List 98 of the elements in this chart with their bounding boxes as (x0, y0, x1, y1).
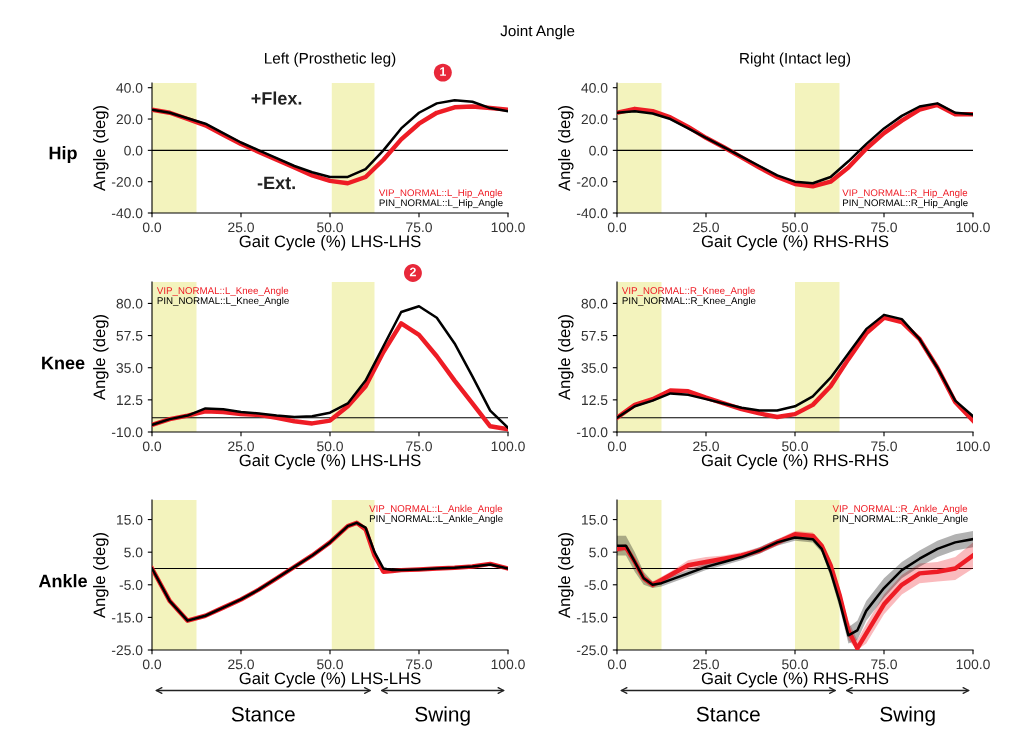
text: VIP_NORMAL::R_Ankle_Angle (832, 504, 968, 514)
y-tick-label: 80.0 (116, 298, 143, 309)
x-tick-label: 0.0 (142, 659, 162, 670)
text: Hip (49, 146, 77, 163)
y-tick-label: -10.0 (111, 427, 143, 438)
text: PIN_NORMAL::L_Hip_Angle (379, 199, 503, 209)
series-label: VIP_NORMAL::L_Ankle_Angle (369, 504, 503, 514)
x-tick-label: 100.0 (491, 222, 525, 233)
text: VIP_NORMAL::R_Knee_Angle (621, 286, 755, 296)
series-label: PIN_NORMAL::R_Ankle_Angle (833, 514, 968, 524)
x-tick-label: 25.0 (693, 441, 719, 452)
text: Ankle (38, 574, 87, 588)
text: 1 (440, 67, 446, 76)
y-axis-title: Angle (deg) (558, 105, 574, 192)
y-axis-title: Angle (deg) (558, 532, 574, 619)
x-axis-title: Gait Cycle (%) RHS-RHS (701, 671, 889, 688)
y-tick-label: 35.0 (116, 363, 143, 373)
annotation: -Ext. (257, 176, 295, 190)
x-tick-label: 25.0 (228, 441, 254, 452)
y-tick-label: 80.0 (581, 298, 608, 309)
x-tick-label: 0.0 (142, 222, 162, 233)
x-axis-title: Gait Cycle (%) LHS-LHS (239, 453, 421, 470)
series-label: VIP_NORMAL::L_Hip_Angle (378, 189, 503, 199)
text: Swing (415, 706, 470, 726)
text: Swing (880, 706, 935, 726)
text: Joint Angle (500, 25, 575, 40)
x-tick-label: 75.0 (406, 659, 432, 670)
y-tick-label: 57.5 (581, 331, 608, 341)
y-tick-label: -15.0 (576, 612, 608, 623)
x-tick-label: 100.0 (491, 441, 525, 452)
annotation: +Flex. (251, 91, 302, 105)
text: Knee (42, 356, 85, 370)
y-tick-label: 15.0 (117, 514, 143, 525)
x-tick-label: 100.0 (956, 441, 990, 452)
y-tick-label: -40.0 (111, 208, 143, 219)
x-tick-label: 75.0 (406, 441, 432, 452)
x-tick-label: 0.0 (607, 659, 627, 670)
y-axis-title: Angle (deg) (93, 532, 109, 619)
series-label: VIP_NORMAL::R_Hip_Angle (842, 189, 968, 199)
x-tick-label: 25.0 (693, 222, 719, 233)
text: Stance (231, 706, 295, 722)
y-tick-label: -5.0 (119, 580, 143, 590)
y-tick-label: 5.0 (589, 547, 608, 558)
text: VIP_NORMAL::L_Knee_Angle (156, 286, 289, 296)
y-tick-label: -5.0 (584, 580, 608, 590)
x-tick-label: 50.0 (782, 222, 808, 233)
x-tick-label: 25.0 (228, 659, 254, 670)
y-tick-label: 12.5 (117, 395, 143, 406)
y-tick-label: 15.0 (582, 514, 608, 525)
x-tick-label: 0.0 (607, 222, 627, 233)
y-tick-label: 0.0 (589, 145, 608, 156)
y-tick-label: -25.0 (576, 645, 608, 656)
x-tick-label: 100.0 (491, 659, 525, 670)
y-tick-label: 57.5 (116, 331, 143, 341)
text: PIN_NORMAL::R_Knee_Angle (622, 296, 756, 306)
x-tick-label: 50.0 (317, 222, 343, 233)
x-tick-label: 50.0 (317, 441, 343, 452)
x-tick-label: 25.0 (228, 222, 254, 233)
x-axis-title: Gait Cycle (%) RHS-RHS (701, 234, 889, 251)
y-tick-label: 12.5 (582, 395, 608, 406)
x-tick-label: 75.0 (871, 441, 897, 452)
y-tick-label: 40.0 (581, 83, 608, 93)
x-tick-label: 50.0 (317, 659, 343, 670)
y-tick-label: -10.0 (576, 427, 608, 438)
x-axis-title: Gait Cycle (%) LHS-LHS (239, 234, 421, 251)
y-axis-title: Angle (deg) (93, 105, 109, 192)
x-tick-label: 100.0 (956, 659, 990, 670)
y-tick-label: 5.0 (124, 547, 143, 558)
y-tick-label: 35.0 (581, 363, 608, 373)
chart-title: Right (Intact leg) (740, 52, 851, 67)
y-tick-label: -20.0 (576, 177, 608, 187)
chart-title: Left (Prosthetic leg) (265, 52, 396, 67)
x-tick-label: 50.0 (782, 441, 808, 452)
text: 2 (409, 267, 416, 277)
x-tick-label: 75.0 (871, 659, 897, 670)
x-axis-title: Gait Cycle (%) RHS-RHS (701, 453, 889, 470)
y-tick-label: 40.0 (116, 83, 143, 93)
x-tick-label: 50.0 (782, 659, 808, 670)
x-tick-label: 25.0 (693, 659, 719, 670)
y-axis-title: Angle (deg) (558, 314, 574, 401)
y-axis-title: Angle (deg) (93, 314, 109, 401)
y-tick-label: -15.0 (111, 612, 143, 623)
x-tick-label: 0.0 (607, 441, 627, 452)
text: PIN_NORMAL::L_Knee_Angle (157, 296, 289, 306)
text: PIN_NORMAL::R_Hip_Angle (843, 199, 968, 209)
y-tick-label: -20.0 (111, 177, 143, 187)
y-tick-label: 20.0 (116, 114, 143, 125)
series-label: PIN_NORMAL::L_Ankle_Angle (369, 514, 503, 524)
y-tick-label: -25.0 (111, 645, 143, 656)
x-tick-label: 75.0 (871, 222, 897, 233)
x-tick-label: 0.0 (142, 441, 162, 452)
y-tick-label: 20.0 (581, 114, 608, 125)
y-tick-label: -40.0 (576, 208, 608, 219)
text: Stance (696, 706, 760, 722)
x-tick-label: 100.0 (956, 222, 990, 233)
x-axis-title: Gait Cycle (%) LHS-LHS (239, 671, 421, 688)
y-tick-label: 0.0 (124, 145, 143, 156)
x-tick-label: 75.0 (406, 222, 432, 233)
